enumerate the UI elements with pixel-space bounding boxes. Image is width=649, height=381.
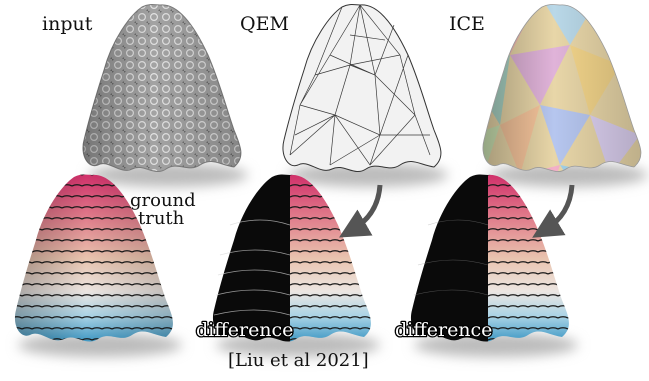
label-ice: ICE	[449, 13, 485, 35]
qem-difference-panel	[212, 174, 380, 357]
label-qem: QEM	[240, 13, 289, 35]
qem-mesh-panel	[282, 4, 448, 187]
ice-difference-panel	[410, 174, 578, 357]
label-ground-truth-line1: ground	[130, 190, 196, 211]
label-input: input	[42, 13, 93, 35]
ice-mesh-panel	[482, 4, 648, 187]
arrow-icon-ice	[532, 184, 575, 238]
citation: [Liu et al 2021]	[228, 350, 369, 371]
arrow-icon-qem	[339, 184, 383, 238]
label-difference-ice: difference	[395, 319, 492, 341]
input-panel	[82, 4, 248, 187]
label-difference-qem: difference	[196, 319, 293, 341]
ground-truth-panel	[14, 174, 182, 357]
label-ground-truth-line2: truth	[138, 208, 185, 229]
